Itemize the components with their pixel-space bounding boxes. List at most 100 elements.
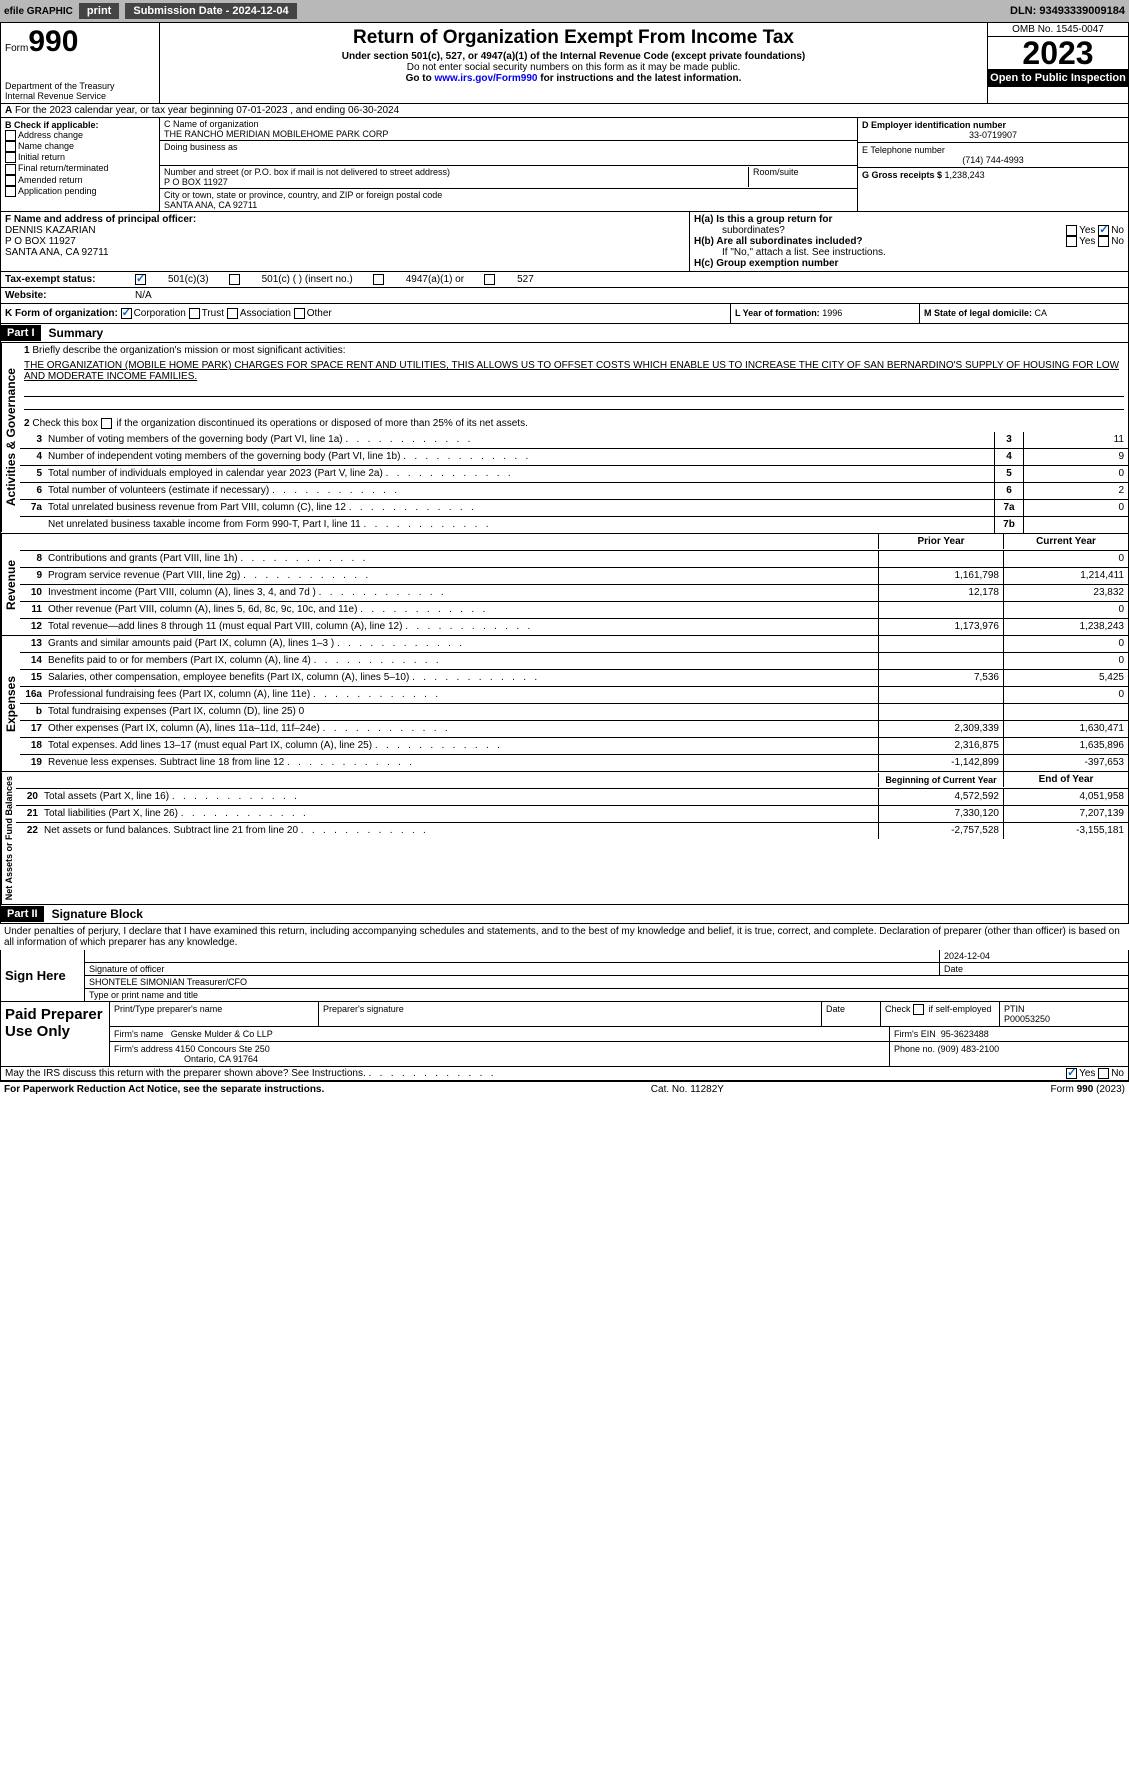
box-b-header: B Check if applicable: <box>5 120 99 130</box>
form-header: Form990 Department of the Treasury Inter… <box>0 22 1129 104</box>
officer-addr2: SANTA ANA, CA 92711 <box>5 247 109 258</box>
discuss-row: May the IRS discuss this return with the… <box>0 1067 1129 1081</box>
form-number: Form990 <box>5 25 155 59</box>
subtitle2: Do not enter social security numbers on … <box>166 62 981 73</box>
checkbox-discuss-yes[interactable] <box>1066 1068 1077 1079</box>
hc-label: H(c) Group exemption number <box>694 258 838 269</box>
firm-addr1: 4150 Concours Ste 250 <box>175 1044 270 1054</box>
hb-label: H(b) Are all subordinates included? <box>694 236 863 247</box>
prior-year-header: Prior Year <box>878 534 1003 549</box>
paid-preparer-label: Paid Preparer Use Only <box>1 1002 110 1066</box>
checkbox-initial-return[interactable] <box>5 152 16 163</box>
dba-label: Doing business as <box>164 142 238 152</box>
box-d-label: D Employer identification number <box>862 120 1006 130</box>
line-20: 20Total assets (Part X, line 16)4,572,59… <box>16 789 1128 806</box>
checkbox-assoc[interactable] <box>227 308 238 319</box>
firm-name: Genske Mulder & Co LLP <box>171 1029 273 1039</box>
net-assets-section: Net Assets or Fund Balances Beginning of… <box>0 772 1129 905</box>
row-j: Website: N/A <box>0 288 1129 304</box>
line-12: 12Total revenue—add lines 8 through 11 (… <box>20 619 1128 635</box>
checkbox-527[interactable] <box>484 274 495 285</box>
checkbox-ha-yes[interactable] <box>1066 225 1077 236</box>
firm-ein: 95-3623488 <box>941 1029 989 1039</box>
checkbox-app-pending[interactable] <box>5 186 16 197</box>
line-b: bTotal fundraising expenses (Part IX, co… <box>20 704 1128 721</box>
sign-date: 2024-12-04 <box>940 950 1128 963</box>
checkbox-self-employed[interactable] <box>913 1004 924 1015</box>
checkbox-discontinued[interactable] <box>101 418 112 429</box>
part2-header: Part II Signature Block <box>0 905 1129 924</box>
line-19: 19Revenue less expenses. Subtract line 1… <box>20 755 1128 771</box>
checkbox-hb-yes[interactable] <box>1066 236 1077 247</box>
line-21: 21Total liabilities (Part X, line 26)7,3… <box>16 806 1128 823</box>
firm-phone: (909) 483-2100 <box>938 1044 1000 1054</box>
signature-block: Sign Here 2024-12-04 Signature of office… <box>0 950 1129 1067</box>
submission-date: Submission Date - 2024-12-04 <box>125 3 296 19</box>
checkbox-ha-no[interactable] <box>1098 225 1109 236</box>
irs-link[interactable]: www.irs.gov/Form990 <box>434 73 537 84</box>
dept-treasury: Department of the Treasury <box>5 81 155 91</box>
line-4: 4Number of independent voting members of… <box>20 449 1128 466</box>
org-name: THE RANCHO MERIDIAN MOBILEHOME PARK CORP <box>164 129 388 139</box>
subtitle3: Go to www.irs.gov/Form990 for instructio… <box>166 73 981 84</box>
gross-receipts: 1,238,243 <box>945 170 985 180</box>
phone: (714) 744-4993 <box>862 155 1124 165</box>
checkbox-discuss-no[interactable] <box>1098 1068 1109 1079</box>
year-formation: 1996 <box>822 308 842 318</box>
tab-activities: Activities & Governance <box>1 343 20 532</box>
page-footer: For Paperwork Reduction Act Notice, see … <box>0 1081 1129 1097</box>
box-k-label: K Form of organization: <box>5 308 118 319</box>
checkbox-amended[interactable] <box>5 175 16 186</box>
subtitle1: Under section 501(c), 527, or 4947(a)(1)… <box>166 51 981 62</box>
line-11: 11Other revenue (Part VIII, column (A), … <box>20 602 1128 619</box>
officer-name: DENNIS KAZARIAN <box>5 225 96 236</box>
checkbox-final-return[interactable] <box>5 164 16 175</box>
line-9: 9Program service revenue (Part VIII, lin… <box>20 568 1128 585</box>
box-c-label: C Name of organization <box>164 119 259 129</box>
addr-label: Number and street (or P.O. box if mail i… <box>164 167 450 177</box>
line-17: 17Other expenses (Part IX, column (A), l… <box>20 721 1128 738</box>
box-e-label: E Telephone number <box>862 145 945 155</box>
website: N/A <box>135 290 152 301</box>
begin-year-header: Beginning of Current Year <box>878 773 1003 787</box>
tab-net-assets: Net Assets or Fund Balances <box>1 772 16 904</box>
perjury-declaration: Under penalties of perjury, I declare th… <box>0 924 1129 950</box>
current-year-header: Current Year <box>1003 534 1128 549</box>
checkbox-address-change[interactable] <box>5 130 16 141</box>
line-16a: 16aProfessional fundraising fees (Part I… <box>20 687 1128 704</box>
ha-label: H(a) Is this a group return for <box>694 214 832 225</box>
tax-year: 2023 <box>988 37 1128 69</box>
line-15: 15Salaries, other compensation, employee… <box>20 670 1128 687</box>
line-22: 22Net assets or fund balances. Subtract … <box>16 823 1128 839</box>
checkbox-name-change[interactable] <box>5 141 16 152</box>
box-f-label: F Name and address of principal officer: <box>5 214 196 225</box>
line-3: 3Number of voting members of the governi… <box>20 432 1128 449</box>
checkbox-other[interactable] <box>294 308 305 319</box>
sign-here-label: Sign Here <box>1 950 85 1001</box>
ein: 33-0719907 <box>862 130 1124 140</box>
officer-addr1: P O BOX 11927 <box>5 236 76 247</box>
box-i-label: Tax-exempt status: <box>5 274 115 285</box>
row-i: Tax-exempt status: 501(c)(3) 501(c) ( ) … <box>0 272 1129 288</box>
checkbox-501c[interactable] <box>229 274 240 285</box>
checkbox-corp[interactable] <box>121 308 132 319</box>
line-5: 5Total number of individuals employed in… <box>20 466 1128 483</box>
box-g-label: G Gross receipts $ <box>862 170 945 180</box>
form-title: Return of Organization Exempt From Incom… <box>166 27 981 49</box>
state-domicile: CA <box>1035 308 1048 318</box>
line-8: 8Contributions and grants (Part VIII, li… <box>20 551 1128 568</box>
ptin: P00053250 <box>1004 1014 1050 1024</box>
tab-expenses: Expenses <box>1 636 20 771</box>
print-button[interactable]: print <box>79 3 119 19</box>
toolbar: efile GRAPHIC print Submission Date - 20… <box>0 0 1129 22</box>
checkbox-4947[interactable] <box>373 274 384 285</box>
end-year-header: End of Year <box>1003 772 1128 787</box>
activities-governance: Activities & Governance 1 Briefly descri… <box>0 343 1129 533</box>
line-10: 10Investment income (Part VIII, column (… <box>20 585 1128 602</box>
org-city: SANTA ANA, CA 92711 <box>164 200 257 210</box>
open-to-public: Open to Public Inspection <box>988 69 1128 87</box>
expenses-section: Expenses 13Grants and similar amounts pa… <box>0 636 1129 772</box>
checkbox-501c3[interactable] <box>135 274 146 285</box>
checkbox-hb-no[interactable] <box>1098 236 1109 247</box>
checkbox-trust[interactable] <box>189 308 200 319</box>
